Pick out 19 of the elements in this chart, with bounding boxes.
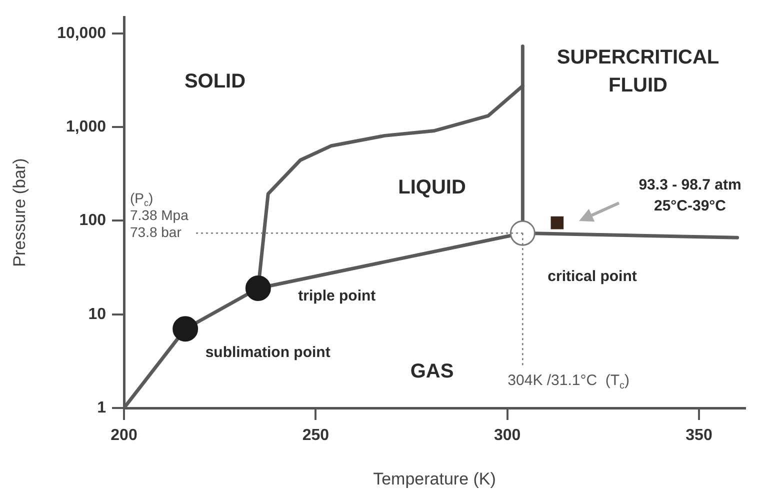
annotation: LIQUID (398, 176, 466, 199)
x-tick-label: 350 (686, 427, 712, 444)
annotation: SUPERCRITICAL FLUID (556, 46, 720, 97)
y-tick-label: 100 (79, 212, 106, 230)
y-tick-label: 1 (97, 399, 106, 416)
y-axis-title: Pressure (bar) (10, 158, 29, 267)
y-tick-label: 1,000 (66, 118, 106, 136)
x-axis-title: Temperature (K) (373, 469, 496, 488)
x-tick-label: 300 (494, 427, 521, 444)
x-tick-label: 250 (302, 427, 330, 444)
y-tick-label: 10,000 (57, 24, 106, 42)
annotation: critical point (548, 268, 637, 286)
x-tick-label: 200 (110, 427, 138, 444)
annotation: GAS (410, 360, 454, 383)
annotation: 93.3 - 98.7 atm 25°C-39°C (638, 176, 742, 215)
annotation: sublimation point (205, 344, 330, 362)
y-tick-label: 10 (88, 306, 106, 323)
annotation: triple point (298, 287, 376, 304)
annotation: SOLID (184, 70, 246, 93)
